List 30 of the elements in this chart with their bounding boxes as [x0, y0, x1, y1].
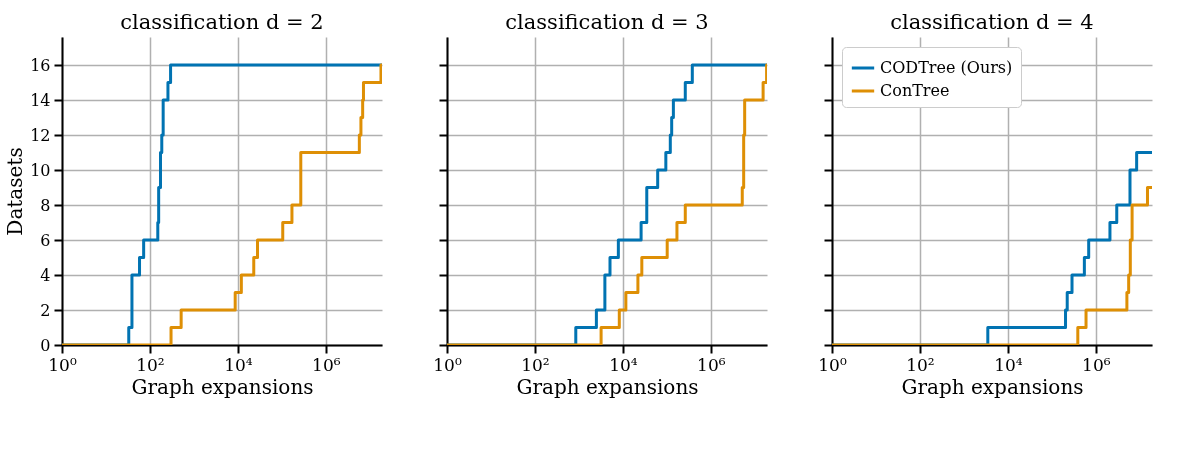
chart-title: classification d = 4	[890, 10, 1094, 34]
x-tick-label: 10⁰	[433, 354, 462, 375]
x-tick-label: 10²	[906, 354, 935, 375]
legend-label: ConTree	[880, 81, 950, 100]
x-tick-label: 10⁴	[609, 354, 638, 375]
y-tick-label: 16	[30, 55, 51, 75]
x-tick-label: 10⁶	[697, 354, 726, 375]
x-tick-label: 10⁶	[1082, 354, 1111, 375]
x-tick-label: 10⁶	[312, 354, 341, 375]
y-tick-label: 0	[40, 335, 51, 355]
x-tick-label: 10²	[136, 354, 165, 375]
y-tick-label: 10	[30, 160, 51, 180]
x-tick-label: 10²	[521, 354, 550, 375]
y-tick-label: 6	[40, 230, 51, 250]
legend-label: CODTree (Ours)	[880, 58, 1013, 77]
x-axis-title: Graph expansions	[131, 374, 314, 399]
y-tick-label: 14	[30, 90, 51, 110]
chart-title: classification d = 3	[505, 10, 709, 34]
y-axis-title: Datasets	[3, 147, 28, 236]
y-tick-label: 8	[40, 195, 51, 215]
x-axis-title: Graph expansions	[901, 374, 1084, 399]
y-tick-label: 4	[40, 265, 51, 285]
y-tick-label: 12	[30, 125, 51, 145]
x-tick-label: 10⁴	[994, 354, 1023, 375]
x-axis-title: Graph expansions	[516, 374, 699, 399]
y-tick-label: 2	[40, 300, 51, 320]
x-tick-label: 10⁰	[818, 354, 847, 375]
chart-title: classification d = 2	[120, 10, 324, 34]
x-tick-label: 10⁰	[48, 354, 77, 375]
x-tick-label: 10⁴	[224, 354, 253, 375]
